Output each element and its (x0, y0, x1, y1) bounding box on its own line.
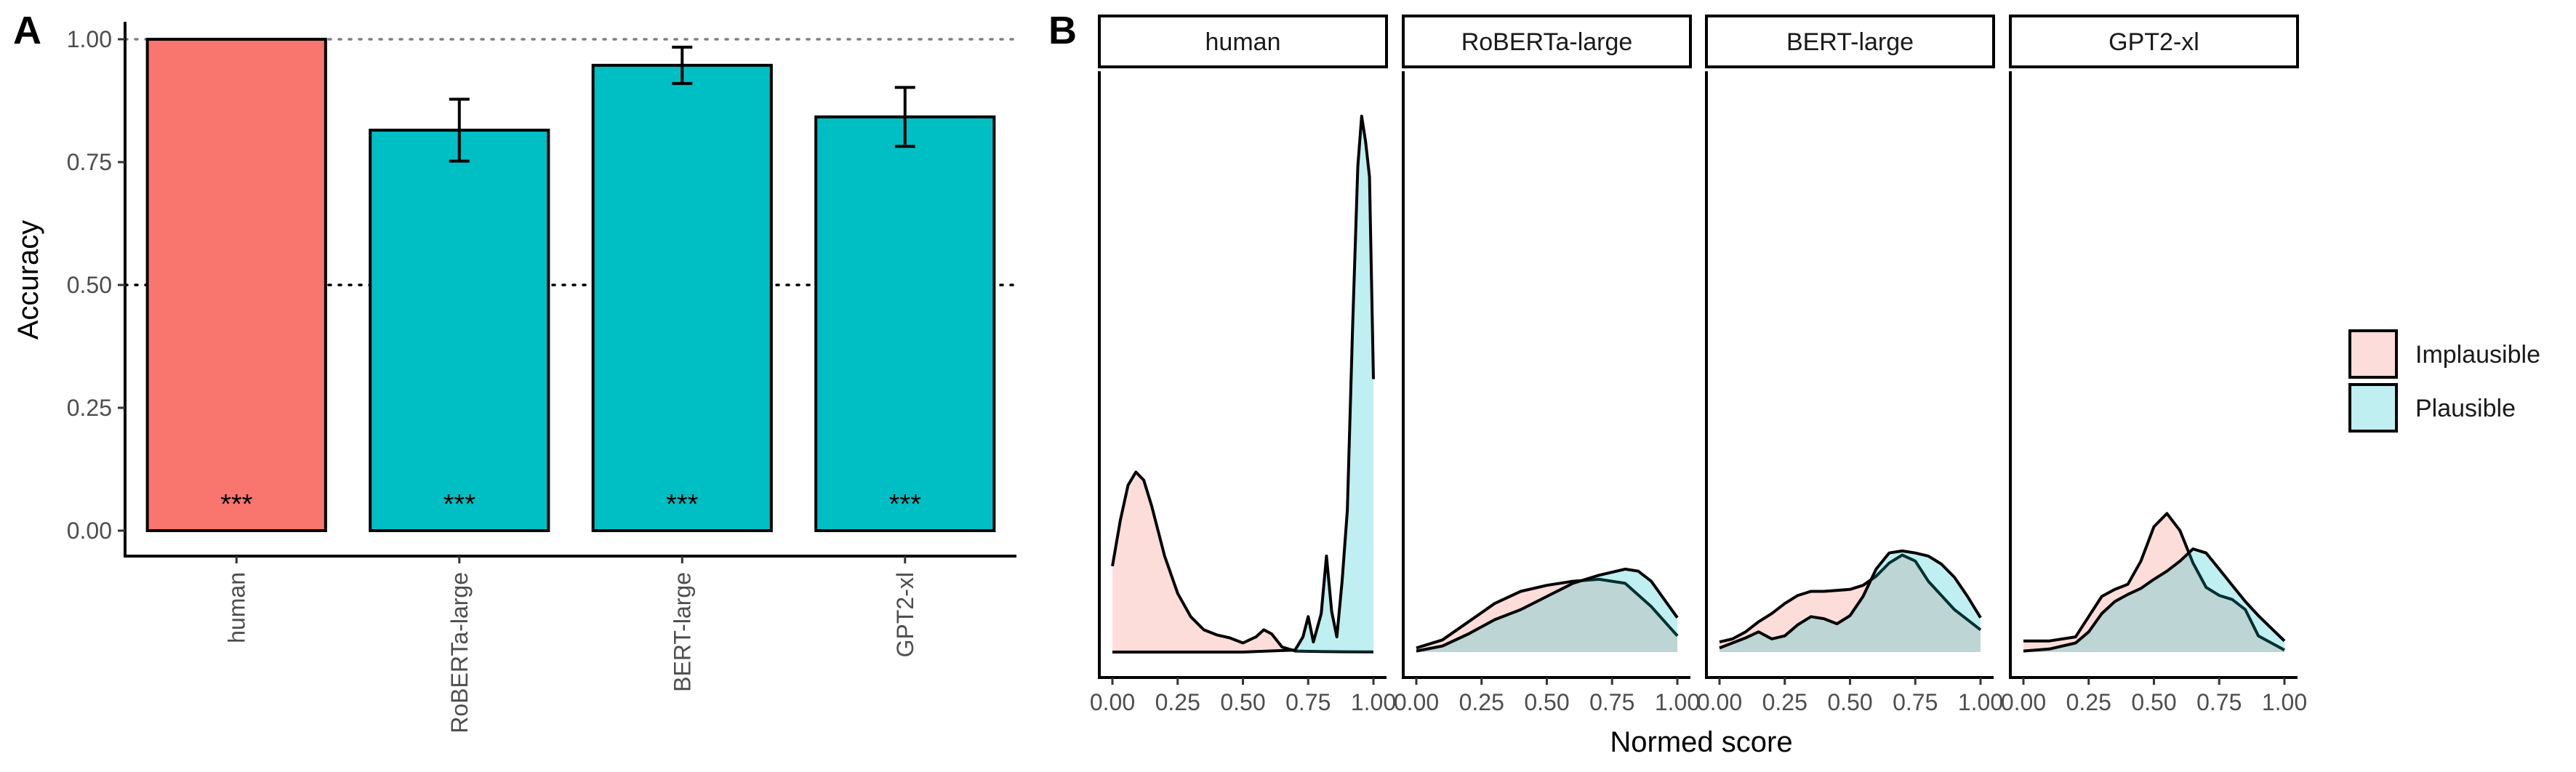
x-tick-label: 0.50 (1220, 689, 1265, 715)
density-line-plausible (2023, 547, 2286, 653)
legend: Implausible Plausible (2348, 329, 2540, 433)
significance-annotations: *** *** *** *** (220, 489, 921, 520)
legend-swatch (2348, 383, 2398, 433)
legend-entry-plausible: Plausible (2348, 383, 2516, 433)
x-tick-label: 0.25 (1155, 689, 1200, 715)
significance-label: *** (220, 489, 253, 520)
x-axis-label: Normed score (1610, 726, 1792, 758)
density-area-plausible (1720, 550, 1981, 652)
density-area-implausible (1112, 472, 1373, 652)
density-line-plausible (1416, 567, 1679, 653)
x-tick-label: 0.00 (2001, 689, 2046, 715)
bars (145, 38, 996, 533)
error-bars (226, 38, 915, 163)
panel-letter-a: A (13, 9, 41, 52)
x-tick-label: 0.00 (1394, 689, 1439, 715)
facet-strip (2009, 15, 2299, 68)
bar-gpt2-xl (814, 115, 996, 533)
facets: human 0.00 0.25 0.50 0.75 1.00 RoBERTa-large 0.… (1090, 15, 2307, 715)
x-tick-label: 0.75 (1285, 689, 1331, 715)
x-tick-label: 0.75 (1893, 689, 1938, 715)
facet-strip-label: RoBERTa-large (1461, 28, 1633, 56)
facet-gpt2-xl: GPT2-xl 0.00 0.25 0.50 0.75 1.00 (2001, 15, 2307, 715)
density-line-implausible (1719, 553, 1982, 644)
significance-label: *** (444, 489, 476, 520)
error-bar-bert-large (672, 45, 693, 85)
legend-entry-implausible: Implausible (2348, 329, 2540, 379)
facet-strip-label: human (1205, 28, 1281, 56)
legend-label: Plausible (2415, 395, 2516, 422)
bar-bert-large (591, 63, 773, 532)
density-area-plausible (1416, 568, 1677, 652)
x-tick-label: 0.00 (1697, 689, 1742, 715)
x-tick-label: 1.00 (2262, 689, 2307, 715)
bar-roberta-large (369, 129, 550, 532)
legend-swatch (2348, 329, 2398, 379)
density-area-implausible (1416, 579, 1677, 652)
x-tick-label: RoBERTa-large (446, 572, 473, 733)
panel-letter-b: B (1048, 9, 1077, 52)
x-tick-label: BERT-large (669, 572, 695, 692)
facet-strip (1705, 15, 1995, 68)
legend-label: Implausible (2415, 341, 2540, 369)
x-tick-label: 0.25 (2066, 689, 2111, 715)
y-tick-label: 0.75 (67, 149, 112, 175)
y-tick-labels: 0.00 0.25 0.50 0.75 1.00 (67, 26, 125, 544)
x-tick-label: 0.25 (1762, 689, 1807, 715)
bar-human (145, 38, 327, 532)
density-line-implausible (1416, 577, 1679, 650)
density-area-implausible (1720, 555, 1981, 652)
facet-strip (1402, 15, 1692, 68)
x-tick-label: GPT2-xl (892, 572, 918, 657)
density-line-plausible (1719, 549, 1982, 650)
x-tick-label: 0.00 (1090, 689, 1135, 715)
density-area-plausible (1112, 116, 1373, 653)
y-tick-label: 0.00 (67, 518, 112, 544)
error-bar-gpt2-xl (894, 86, 915, 148)
significance-label: *** (666, 489, 699, 520)
significance-label: *** (889, 489, 922, 520)
facet-strip-label: GPT2-xl (2108, 28, 2199, 56)
axes (124, 22, 1016, 558)
facet-bert-large: BERT-large 0.00 0.25 0.50 0.75 1.00 (1697, 15, 2003, 715)
y-axis-label: Accuracy (12, 220, 44, 340)
x-tick-label: 0.50 (2131, 689, 2176, 715)
x-tick-label: 0.75 (2196, 689, 2242, 715)
facet-strip-label: BERT-large (1786, 28, 1914, 56)
error-bar-roberta-large (449, 97, 470, 163)
x-tick-label: 0.25 (1459, 689, 1504, 715)
y-tick-label: 0.50 (67, 272, 112, 298)
x-tick-label: 1.00 (1351, 689, 1396, 715)
x-tick-label: 1.00 (1958, 689, 2003, 715)
y-tick-label: 0.25 (67, 395, 112, 421)
x-tick-label: 1.00 (1655, 689, 1700, 715)
facet-roberta-large: RoBERTa-large 0.00 0.25 0.50 0.75 1.00 (1394, 15, 1700, 715)
x-tick-label: 0.75 (1589, 689, 1634, 715)
facet-human: human 0.00 0.25 0.50 0.75 1.00 (1090, 15, 1396, 715)
panel-a: A Accuracy *** *** *** *** 0.00 0.25 0.50 0.75… (12, 9, 1018, 733)
x-tick-label: 0.50 (1827, 689, 1872, 715)
x-tick-label: 0.50 (1524, 689, 1569, 715)
facet-strip (1098, 15, 1388, 68)
x-tick-labels: human RoBERTa-large BERT-large GPT2-xl (223, 556, 918, 733)
density-area-plausible (2023, 549, 2284, 652)
density-line-plausible (1112, 114, 1375, 654)
y-tick-label: 1.00 (67, 26, 112, 52)
x-tick-label: human (223, 572, 249, 643)
density-line-implausible (2023, 512, 2285, 651)
